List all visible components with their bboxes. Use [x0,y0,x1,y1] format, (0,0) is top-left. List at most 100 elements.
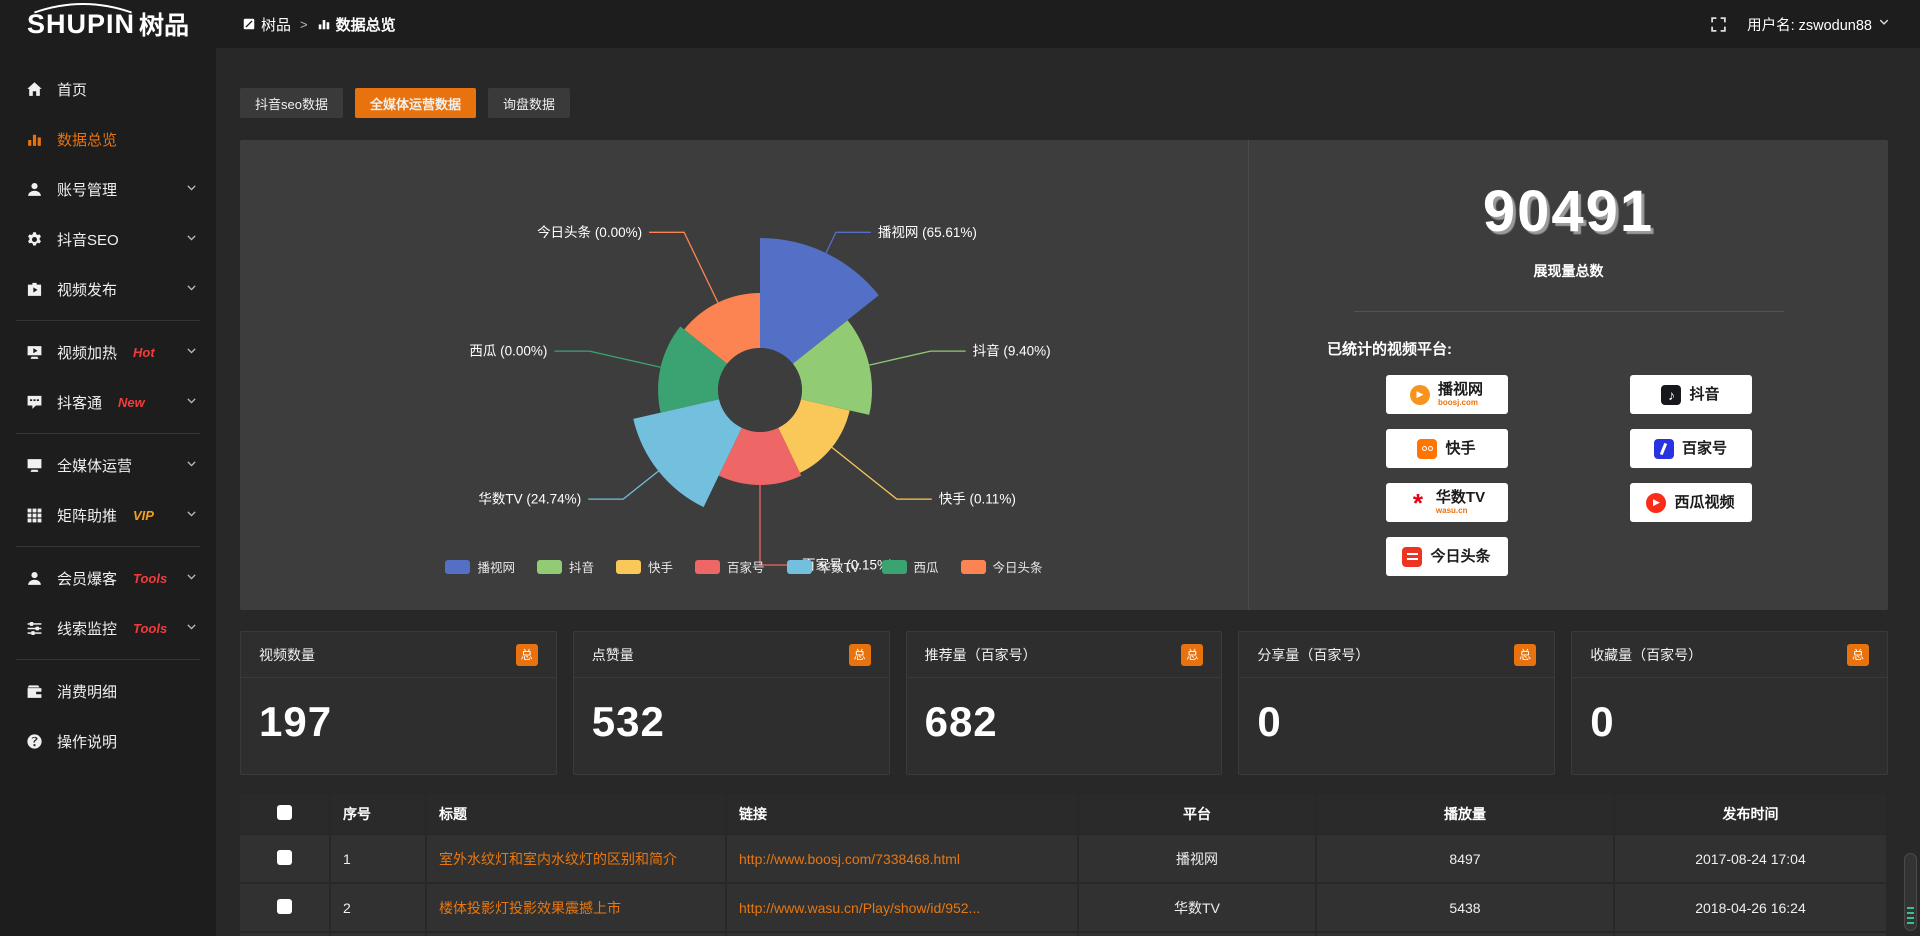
pie-label-2: 快手 (0.11%) [939,492,1016,507]
app-logo: SHUPIN 树品 [0,2,216,42]
pie-label-line-5 [554,350,661,368]
app-square-icon [242,17,256,31]
sidebar-item-label: 会员爆客 [57,570,118,588]
pie-label-3: 百家号 (0.15%) [802,557,894,573]
sidebar-item-2[interactable]: 账号管理 [0,164,216,214]
videos-table: 序号 标题 链接 平台 播放量 发布时间 1 室外水纹灯和室内水纹灯的区别和简介 http:/… [240,794,1888,936]
pie-label-line-6 [649,231,719,303]
chart-legend: 播视网 抖音 快手 百家号 华数TV 西瓜 今日头条 [240,557,1248,576]
legend-label: 快手 [647,561,673,575]
column-header-index: 序号 [330,794,427,835]
select-all-checkbox[interactable] [277,804,292,820]
column-header-title: 标题 [426,794,727,835]
sidebar-item-9[interactable]: 会员爆客 Tools [0,553,216,603]
pie-slice-5[interactable] [658,326,728,413]
sidebar-item-label: 抖音SEO [57,231,119,249]
chevron-down-icon [185,620,198,637]
fullscreen-icon[interactable] [1710,16,1727,33]
sidebar-item-10[interactable]: 线索监控 Tools [0,603,216,653]
sidebar-item-12[interactable]: 操作说明 [0,716,216,766]
empty-cell [1614,932,1888,936]
sidebar-item-1[interactable]: 数据总览 [0,114,216,164]
pie-slice-4[interactable] [633,399,742,508]
legend-label: 华数TV [818,561,860,575]
platform-badge-1: ♪ 抖音 [1629,375,1752,414]
sidebar-item-3[interactable]: 抖音SEO [0,214,216,264]
user-menu[interactable]: 用户名: zswodun88 [1747,14,1890,35]
main-content: 抖音seo数据 全媒体运营数据 询盘数据 播视网 (65.61%) 抖音 (9.40%… [216,48,1920,936]
checkbox-cell [240,834,331,884]
platform-badge-3: 百家号 [1629,429,1752,468]
platform-badge-6: 今日头条 [1385,537,1508,576]
link-cell[interactable]: http://www.boosj.com/7338468.html [726,834,1079,884]
chevron-down-icon [185,344,198,361]
baijiahao-icon [1653,438,1674,459]
sidebar-item-label: 视频加热 [57,344,118,362]
bar-chart-icon [26,131,43,148]
pie-label-line-2 [831,446,932,500]
sidebar-item-6[interactable]: 抖客通 New [0,377,216,427]
videos-table-wrap: 序号 标题 链接 平台 播放量 发布时间 1 室外水纹灯和室内水纹灯的区别和简介 http:/… [240,794,1888,936]
link-cell[interactable]: http://www.wasu.cn/Play/show/id/952... [726,883,1079,933]
column-header-plays: 播放量 [1316,794,1615,835]
column-header-link: 链接 [726,794,1079,835]
table-row-0: 1 室外水纹灯和室内水纹灯的区别和简介 http://www.boosj.com/7… [240,834,1888,884]
column-header-checkbox [240,794,331,835]
sidebar: 首页 数据总览 账号管理抖音SEO 视频发布视频加热 Hot 抖客通 New 全媒体运营 矩阵助… [0,48,216,936]
row-checkbox[interactable] [277,849,292,865]
stat-card-title: 推荐量（百家号） [924,646,1037,663]
platform-domain: boosj.com [1437,398,1478,407]
chevron-down-icon [185,181,198,198]
legend-item-3[interactable]: 百家号 [695,557,765,576]
empty-cell [1316,932,1615,936]
row-checkbox[interactable] [277,898,292,914]
logo-en: SHUPIN [26,8,135,39]
legend-item-4[interactable]: 华数TV [786,557,860,576]
pie-slice-3[interactable] [718,427,802,485]
legend-label: 西瓜 [913,561,939,575]
sidebar-item-8[interactable]: 矩阵助推 VIP [0,490,216,540]
table-row-partial [240,932,1888,936]
sidebar-item-4[interactable]: 视频发布 [0,264,216,314]
stat-card-title: 视频数量 [259,646,315,663]
sidebar-item-11[interactable]: 消费明细 [0,666,216,716]
rose-chart: 播视网 (65.61%) 抖音 (9.40%) 快手 (0.11%) 百家号 (0.1… [469,224,1050,573]
logo-cn: 树品 [139,12,190,40]
logo-arc [34,2,132,13]
legend-swatch [536,559,562,574]
stat-card-0: 视频数量 总 197 [240,631,557,775]
legend-item-2[interactable]: 快手 [615,557,673,576]
breadcrumb: 树品 > 数据总览 [242,14,396,35]
title-cell[interactable]: 室外水纹灯和室内水纹灯的区别和简介 [426,834,727,884]
plays-cell: 8497 [1316,834,1615,884]
sidebar-item-5[interactable]: 视频加热 Hot [0,327,216,377]
play-icon: ▶ [1409,384,1430,405]
pie-slice-2[interactable] [778,399,850,473]
title-cell[interactable]: 楼体投影灯投影效果震撼上市 [426,883,727,933]
stat-card-title: 点赞量 [591,646,634,663]
scrollbar[interactable] [1904,853,1917,931]
legend-item-5[interactable]: 西瓜 [881,557,939,576]
platforms-title: 已统计的视频平台: [1327,341,1452,358]
pie-slice-6[interactable] [684,293,760,364]
sidebar-item-badge: New [118,394,145,410]
legend-label: 播视网 [477,561,515,575]
tab-1[interactable]: 全媒体运营数据 [354,88,476,118]
sidebar-item-0[interactable]: 首页 [0,64,216,114]
tab-0[interactable]: 抖音seo数据 [240,88,343,118]
breadcrumb-root[interactable]: 树品 [242,14,291,35]
breadcrumb-current[interactable]: 数据总览 [317,14,396,35]
platform-cell: 播视网 [1078,834,1317,884]
sidebar-item-7[interactable]: 全媒体运营 [0,440,216,490]
sidebar-divider [16,546,200,547]
platform-badge-2: 快手 [1385,429,1508,468]
legend-item-1[interactable]: 抖音 [536,557,594,576]
pie-label-line-1 [869,350,966,366]
legend-label: 百家号 [727,561,765,575]
pie-slice-1[interactable] [792,320,873,415]
chevron-down-icon [185,570,198,587]
pie-slice-0[interactable] [760,238,879,364]
legend-item-6[interactable]: 今日头条 [960,557,1043,576]
tab-2[interactable]: 询盘数据 [487,88,570,118]
legend-item-0[interactable]: 播视网 [445,557,515,576]
